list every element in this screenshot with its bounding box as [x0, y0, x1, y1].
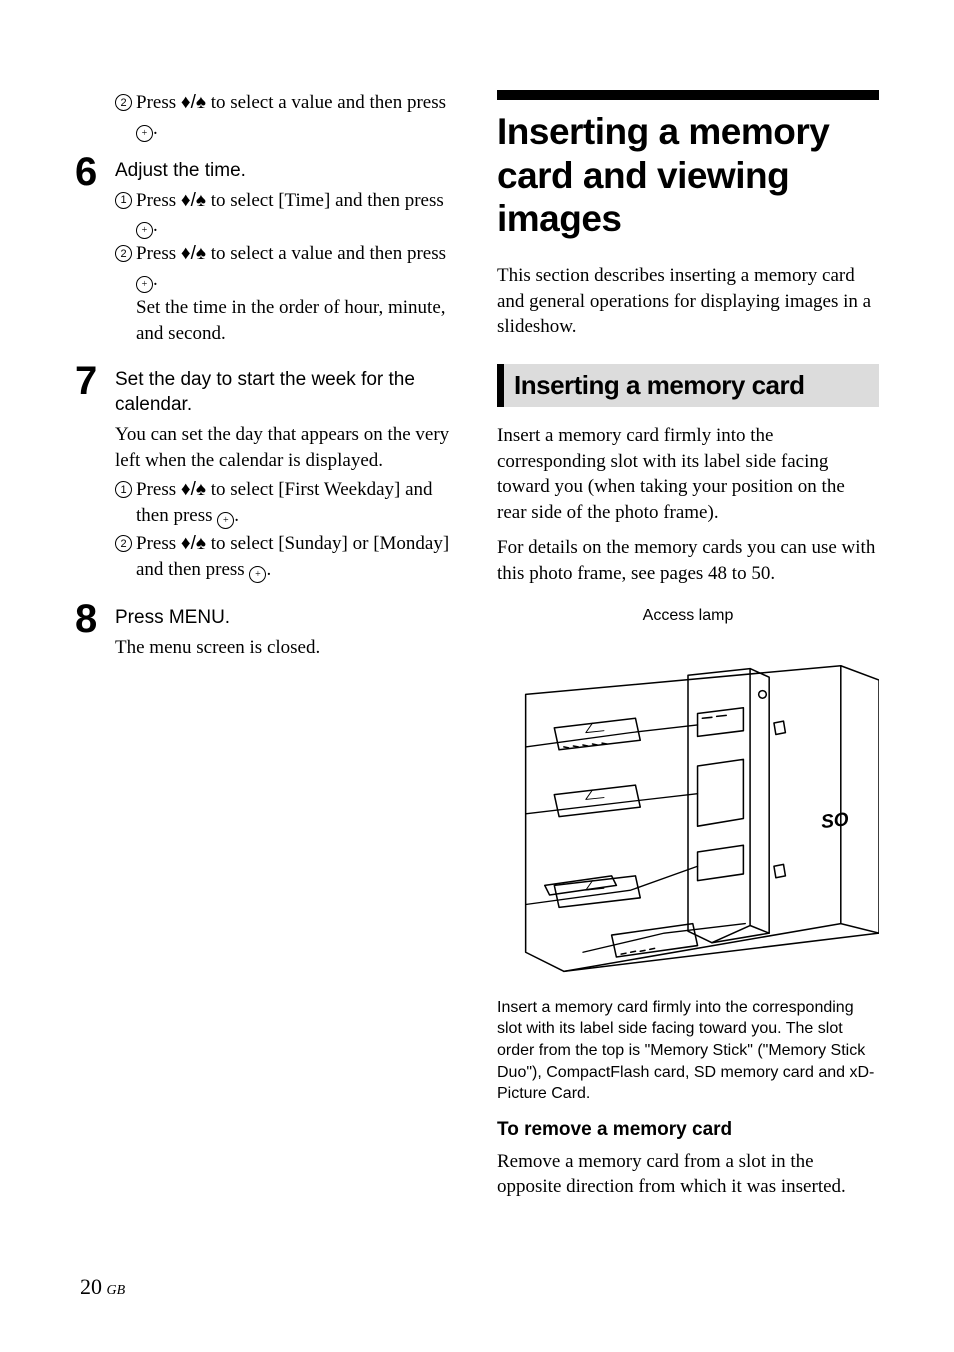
body-paragraph: Remove a memory card from a slot in the … — [497, 1149, 879, 1200]
photo-frame-diagram-icon: SO — [497, 629, 879, 989]
text-fragment: . — [153, 118, 158, 139]
step-intro: You can set the day that appears on the … — [115, 422, 457, 473]
heading-2: Inserting a memory card — [497, 364, 879, 407]
step-8: 8 Press MENU. The menu screen is closed. — [75, 599, 457, 664]
step-intro: The menu screen is closed. — [115, 635, 457, 661]
text-fragment: to select [Time] and then press — [206, 190, 444, 211]
region-code: GB — [107, 1283, 126, 1298]
step-number: 6 — [75, 152, 115, 192]
step-title: Set the day to start the week for the ca… — [115, 367, 457, 418]
text-fragment: Press — [136, 190, 181, 211]
page-footer: 20 GB — [80, 1274, 125, 1300]
arrow-down-up-icon: ♦/♠ — [181, 243, 206, 264]
arrow-down-up-icon: ♦/♠ — [181, 190, 206, 211]
text-fragment: Press — [136, 92, 181, 113]
text-fragment: to select a value and then press — [206, 243, 446, 264]
sub-item-text: Press ♦/♠ to select [First Weekday] and … — [136, 477, 457, 529]
memory-card-slot-figure: SO — [497, 629, 879, 989]
step-body: Set the day to start the week for the ca… — [115, 361, 457, 585]
continuation-block: 2 Press ♦/♠ to select a value and then p… — [75, 90, 457, 142]
heading-3: To remove a memory card — [497, 1119, 879, 1141]
arrow-down-up-icon: ♦/♠ — [181, 479, 206, 500]
sub-item: 2 Press ♦/♠ to select a value and then p… — [115, 241, 457, 293]
text-fragment: . — [234, 505, 239, 526]
two-column-layout: 2 Press ♦/♠ to select a value and then p… — [75, 90, 879, 1210]
step-title: Adjust the time. — [115, 158, 457, 184]
sub-item-text: Press ♦/♠ to select a value and then pre… — [136, 90, 457, 142]
body-paragraph: Insert a memory card firmly into the cor… — [497, 423, 879, 526]
text-fragment: to select a value and then press — [206, 92, 446, 113]
circled-number-icon: 2 — [115, 245, 132, 262]
enter-button-icon: + — [249, 566, 266, 583]
enter-button-icon: + — [217, 512, 234, 529]
text-fragment: Press — [136, 243, 181, 264]
step-number: 8 — [75, 599, 115, 639]
circled-number-icon: 2 — [115, 94, 132, 111]
step-body: Press MENU. The menu screen is closed. — [115, 599, 457, 664]
sub-item: 1 Press ♦/♠ to select [Time] and then pr… — [115, 188, 457, 240]
step-title: Press MENU. — [115, 605, 457, 631]
sub-item: 2 Press ♦/♠ to select [Sunday] or [Monda… — [115, 531, 457, 583]
figure-top-label: Access lamp — [497, 607, 879, 625]
arrow-down-up-icon: ♦/♠ — [181, 92, 206, 113]
text-fragment: . — [153, 215, 158, 236]
step-7: 7 Set the day to start the week for the … — [75, 361, 457, 585]
right-column: Inserting a memory card and viewing imag… — [497, 90, 879, 1210]
enter-button-icon: + — [136, 276, 153, 293]
enter-button-icon: + — [136, 125, 153, 142]
enter-button-icon: + — [136, 222, 153, 239]
text-fragment: . — [266, 559, 271, 580]
step-body: Adjust the time. 1 Press ♦/♠ to select [… — [115, 152, 457, 347]
body-paragraph: For details on the memory cards you can … — [497, 535, 879, 586]
intro-paragraph: This section describes inserting a memor… — [497, 263, 879, 340]
sub-item: 2 Press ♦/♠ to select a value and then p… — [115, 90, 457, 142]
text-fragment: Press — [136, 533, 181, 554]
text-fragment: Press — [136, 479, 181, 500]
arrow-down-up-icon: ♦/♠ — [181, 533, 206, 554]
sub-item-text: Press ♦/♠ to select a value and then pre… — [136, 241, 457, 293]
figure-caption: Insert a memory card firmly into the cor… — [497, 997, 879, 1105]
heading-1: Inserting a memory card and viewing imag… — [497, 90, 879, 241]
sub-item-text: Press ♦/♠ to select [Sunday] or [Monday]… — [136, 531, 457, 583]
sub-item-text: Press ♦/♠ to select [Time] and then pres… — [136, 188, 457, 240]
circled-number-icon: 2 — [115, 535, 132, 552]
text-fragment: . — [153, 269, 158, 290]
circled-number-icon: 1 — [115, 192, 132, 209]
step-number: 7 — [75, 361, 115, 401]
step-6: 6 Adjust the time. 1 Press ♦/♠ to select… — [75, 152, 457, 347]
circled-number-icon: 1 — [115, 481, 132, 498]
svg-text:SO: SO — [820, 809, 850, 833]
page-number: 20 — [80, 1274, 102, 1299]
left-column: 2 Press ♦/♠ to select a value and then p… — [75, 90, 457, 1210]
sub-item-after-text: Set the time in the order of hour, minut… — [115, 295, 457, 346]
sub-item: 1 Press ♦/♠ to select [First Weekday] an… — [115, 477, 457, 529]
